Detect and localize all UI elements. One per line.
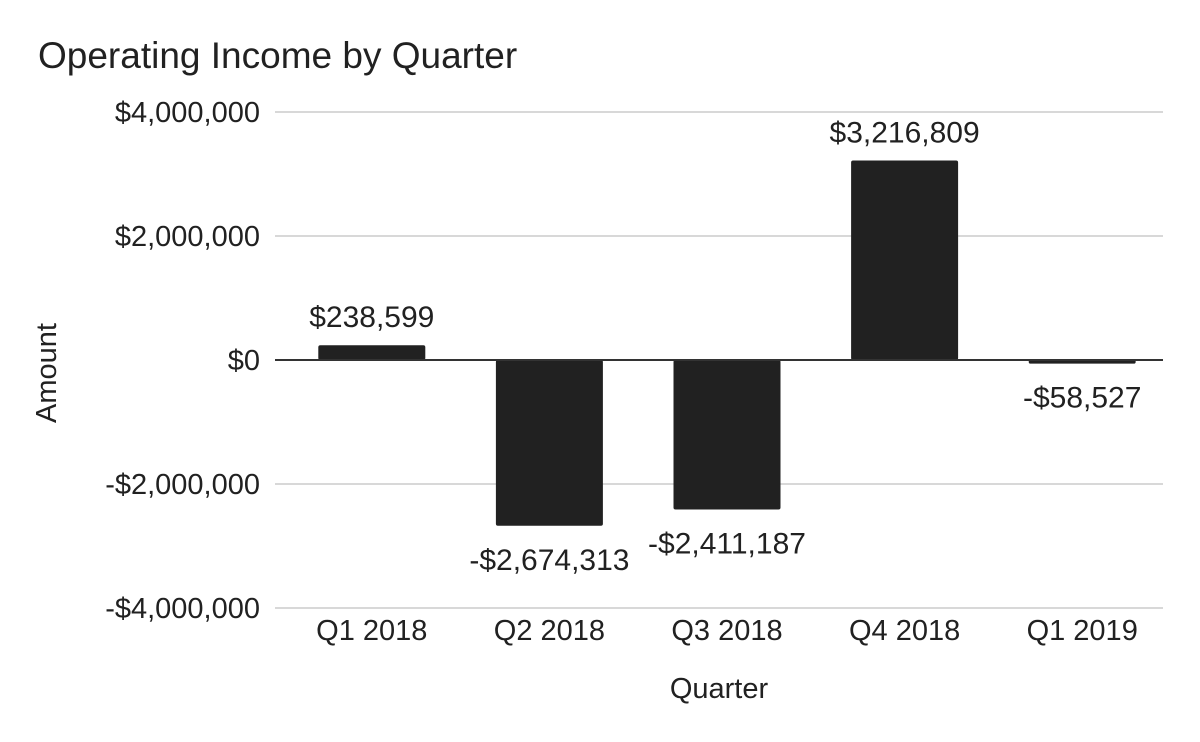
x-axis-title: Quarter (670, 673, 769, 705)
data-label: -$58,527 (1023, 382, 1141, 415)
x-tick-label: Q2 2018 (494, 615, 605, 647)
bar (318, 345, 426, 360)
chart-title: Operating Income by Quarter (38, 35, 517, 76)
y-tick-label: $0 (228, 345, 260, 377)
x-tick-label: Q1 2018 (316, 615, 427, 647)
y-tick-label: $2,000,000 (115, 221, 260, 253)
data-labels: $238,599 -$2,674,313 -$2,411,187 $3,216,809… (309, 117, 1141, 577)
y-tick-label: -$2,000,000 (105, 469, 260, 501)
y-tick-label: -$4,000,000 (105, 593, 260, 625)
y-axis-ticks: $4,000,000 $2,000,000 $0 -$2,000,000 -$4,000… (105, 97, 260, 625)
bar (673, 360, 781, 510)
y-tick-label: $4,000,000 (115, 97, 260, 129)
x-tick-label: Q1 2019 (1027, 615, 1138, 647)
data-label: $3,216,809 (830, 117, 980, 150)
data-label: $238,599 (309, 301, 434, 334)
bars (318, 160, 1136, 526)
y-axis-title: Amount (31, 323, 63, 423)
bar (495, 360, 603, 526)
bar (851, 160, 959, 360)
data-label: -$2,411,187 (648, 527, 806, 560)
data-label: -$2,674,313 (469, 544, 629, 577)
x-tick-label: Q4 2018 (849, 615, 960, 647)
x-axis-ticks: Q1 2018 Q2 2018 Q3 2018 Q4 2018 Q1 2019 (316, 615, 1138, 647)
x-tick-label: Q3 2018 (671, 615, 782, 647)
